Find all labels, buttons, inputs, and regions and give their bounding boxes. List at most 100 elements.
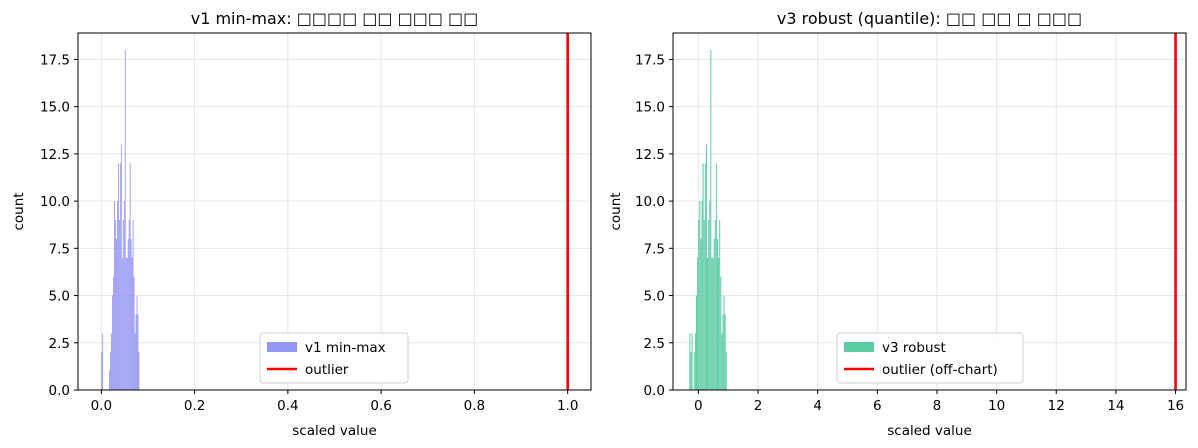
- histogram-bar: [101, 352, 103, 390]
- chart-title: v1 min-max: □□□□ □□ □□□ □□: [191, 9, 479, 28]
- histogram-bar: [713, 238, 715, 390]
- x-tick-label: 0.2: [184, 398, 205, 414]
- histogram-bar: [135, 314, 137, 390]
- histogram-bar: [133, 276, 135, 390]
- histogram-bar: [714, 220, 716, 390]
- histogram-bar: [690, 352, 692, 390]
- x-tick-label: 2: [754, 398, 763, 414]
- legend-swatch: [267, 342, 297, 352]
- histogram-bar: [721, 333, 723, 390]
- x-tick-label: 6: [873, 398, 882, 414]
- histogram-bar: [126, 257, 128, 390]
- histogram-bar: [694, 333, 696, 390]
- histogram-bar: [134, 333, 136, 390]
- y-tick-label: 17.5: [40, 52, 70, 68]
- histogram-bar: [689, 333, 691, 390]
- x-tick-label: 1.0: [557, 398, 578, 414]
- legend-label: outlier: [305, 362, 349, 378]
- histogram-bar: [136, 295, 138, 390]
- legend-label: v1 min-max: [305, 340, 386, 356]
- histogram-bar: [121, 257, 123, 390]
- y-axis-label: count: [608, 192, 624, 230]
- histogram-bar: [120, 144, 122, 390]
- x-axis-label: scaled value: [887, 423, 972, 439]
- x-tick-label: 0.6: [370, 398, 391, 414]
- y-tick-label: 15.0: [635, 100, 665, 116]
- histogram-bar: [132, 220, 134, 390]
- histogram-bar: [701, 201, 703, 390]
- y-tick-label: 5.0: [49, 289, 70, 305]
- histogram-bar: [124, 50, 126, 390]
- x-tick-label: 4: [813, 398, 822, 414]
- legend: v1 min-max outlier: [259, 332, 409, 384]
- histogram-bar: [102, 333, 104, 390]
- histogram-bar: [710, 50, 712, 390]
- histogram-bar: [715, 163, 717, 390]
- histogram-bar: [703, 220, 705, 390]
- legend: v3 robust outlier (off-chart): [836, 332, 1024, 384]
- histogram-bar: [707, 257, 709, 390]
- x-tick-label: 0.8: [464, 398, 485, 414]
- histogram-bar: [128, 220, 130, 390]
- histogram-bar: [131, 257, 133, 390]
- x-tick-label: 8: [933, 398, 942, 414]
- histogram-bar: [712, 257, 714, 390]
- chart-panel-1: 0.0 0.2 0.4 0.6 0.8 1.0 0.0 2.5 5.0 7.5 10.0 12.5 15…: [11, 9, 592, 439]
- histogram-bar: [697, 257, 699, 390]
- histogram-bar: [111, 333, 112, 390]
- histogram-bar: [110, 352, 111, 390]
- legend-label: v3 robust: [882, 340, 946, 356]
- histogram-bar: [118, 220, 120, 390]
- legend-box: [836, 332, 1024, 384]
- chart-title: v3 robust (quantile): □□ □□ □ □□□: [777, 9, 1082, 28]
- histogram-bar: [113, 276, 114, 390]
- histogram-bar: [114, 201, 115, 390]
- histogram-bar: [698, 220, 700, 390]
- histogram-bar: [704, 163, 706, 390]
- histogram-bar: [722, 314, 724, 390]
- x-tick-label: 0.4: [277, 398, 298, 414]
- legend-swatch: [844, 342, 874, 352]
- histogram-bar: [719, 220, 721, 390]
- histogram-bar: [119, 163, 121, 390]
- y-tick-label: 7.5: [49, 241, 70, 257]
- histogram-bar: [709, 201, 711, 390]
- y-tick-label: 12.5: [40, 147, 70, 163]
- y-tick-label: 7.5: [644, 241, 665, 257]
- chart-panel-2: 0 2 4 6 8 10 12 14 16 0.0 2.5 5.0 7.5 10.0 12.5 15.0 17.…: [608, 9, 1187, 439]
- x-tick-label: 0: [694, 398, 703, 414]
- histogram-bar: [137, 314, 139, 390]
- histogram-bar: [705, 144, 707, 390]
- histogram-bar: [115, 220, 116, 390]
- histogram-bar: [716, 238, 718, 390]
- x-axis-label: scaled value: [292, 423, 377, 439]
- y-tick-label: 17.5: [635, 52, 665, 68]
- histogram-bar: [125, 257, 127, 390]
- plot-frame: [77, 32, 592, 391]
- histogram-bar: [112, 295, 113, 390]
- histogram-bar: [702, 163, 704, 390]
- y-tick-label: 15.0: [40, 100, 70, 116]
- legend-label: outlier (off-chart): [882, 362, 998, 378]
- histogram-bar: [138, 352, 140, 390]
- y-tick-label: 2.5: [644, 336, 665, 352]
- y-axis-label: count: [11, 192, 27, 230]
- y-tick-label: 2.5: [49, 336, 70, 352]
- histogram-bar: [724, 314, 726, 390]
- histogram-bar: [116, 201, 118, 390]
- x-tick-label: 0.0: [91, 398, 112, 414]
- y-tick-label: 10.0: [635, 194, 665, 210]
- x-tick-label: 10: [988, 398, 1005, 414]
- y-tick-label: 0.0: [644, 383, 665, 399]
- histogram-bar: [718, 257, 720, 390]
- x-tick-label: 16: [1167, 398, 1184, 414]
- histogram-bar: [699, 201, 701, 390]
- histogram-bar: [117, 163, 119, 390]
- y-tick-label: 10.0: [40, 194, 70, 210]
- histogram-bar: [109, 371, 110, 390]
- histogram-bar: [127, 238, 129, 390]
- histogram-bar: [696, 295, 697, 390]
- plot-frame: [672, 32, 1187, 391]
- x-tick-label: 12: [1048, 398, 1065, 414]
- histogram-bar: [691, 333, 693, 390]
